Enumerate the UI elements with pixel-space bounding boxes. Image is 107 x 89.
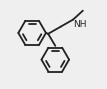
- Text: NH: NH: [73, 20, 87, 29]
